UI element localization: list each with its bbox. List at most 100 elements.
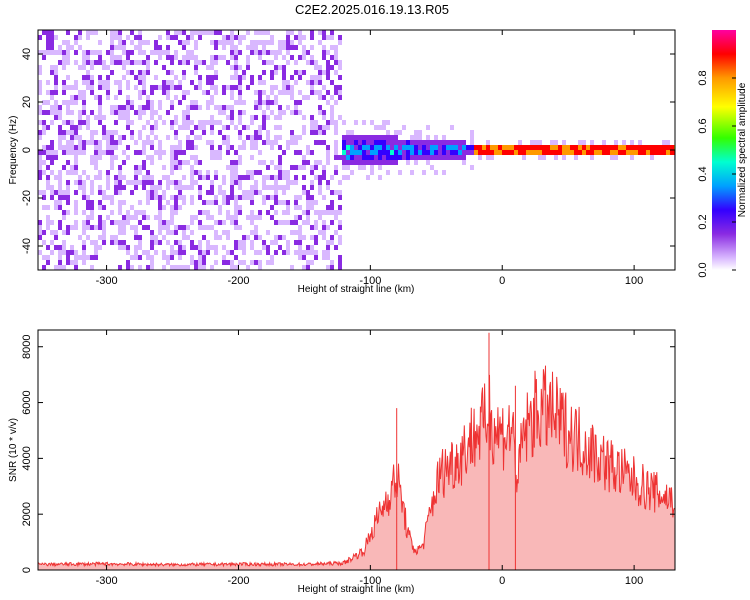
spectrogram-cell — [86, 175, 90, 180]
spectrogram-cell — [338, 35, 342, 40]
spectrogram-cell — [110, 60, 114, 65]
spectrogram-cell — [134, 105, 138, 110]
spectrogram-cell — [130, 95, 134, 100]
spectrogram-cell — [150, 40, 154, 45]
colorbar-tick-label: 0.4 — [697, 166, 709, 181]
spectrogram-cell — [506, 150, 510, 155]
spectrogram-cell — [82, 245, 86, 250]
spectrogram-cell — [226, 45, 230, 50]
spectrogram-cell — [422, 150, 426, 155]
spectrogram-cell — [270, 45, 274, 50]
spectrogram-cell — [306, 65, 310, 70]
spectrogram-cell — [162, 195, 166, 200]
spectrogram-cell — [190, 220, 194, 225]
spectrogram-cell — [462, 145, 466, 150]
spectrogram-cell — [106, 255, 110, 260]
spectrogram-cell — [174, 185, 178, 190]
spectrogram-cell — [98, 35, 102, 40]
spectrogram-cell — [274, 180, 278, 185]
spectrogram-cell — [78, 255, 82, 260]
spectrogram-cell — [318, 150, 322, 155]
spectrogram-cell — [150, 145, 154, 150]
spectrogram-cell — [66, 160, 70, 165]
spectrogram-cell — [258, 235, 262, 240]
spectrogram-cell — [238, 95, 242, 100]
spectrogram-cell — [226, 195, 230, 200]
spectrogram-cell — [382, 120, 386, 125]
spectrogram-cell — [66, 210, 70, 215]
spectrogram-cell — [78, 120, 82, 125]
snr-x-axis-label: Height of straight line (km) — [298, 584, 415, 595]
spectrogram-cell — [142, 150, 146, 155]
spectrogram-cell — [150, 215, 154, 220]
spectrogram-cell — [290, 70, 294, 75]
spectrogram-cell — [114, 30, 118, 35]
spectrogram-cell — [246, 65, 250, 70]
spectrogram-cell — [190, 255, 194, 260]
snr-y-axis-label: SNR (10 * v/v) — [8, 418, 19, 482]
spectrogram-cell — [242, 150, 246, 155]
spectrogram-cell — [330, 210, 334, 215]
spectrogram-cell — [50, 185, 54, 190]
spectrogram-cell — [226, 95, 230, 100]
spectrogram-cell — [286, 60, 290, 65]
spectrogram-cell — [82, 140, 86, 145]
spectrogram-cell — [318, 210, 322, 215]
spectrogram-cell — [78, 30, 82, 35]
spectrogram-cell — [38, 175, 42, 180]
spectrogram-cell — [266, 95, 270, 100]
spectrogram-cell — [274, 105, 278, 110]
spectrogram-cell — [290, 110, 294, 115]
spectrogram-cell — [314, 190, 318, 195]
spectrogram-cell — [394, 155, 398, 160]
spectrogram-cell — [102, 225, 106, 230]
spectrogram-cell — [270, 85, 274, 90]
spectrogram-cell — [238, 110, 242, 115]
spectrogram-cell — [118, 70, 122, 75]
spectrogram-cell — [62, 150, 66, 155]
spectrogram-cell — [162, 220, 166, 225]
spectrogram-cell — [382, 150, 386, 155]
spectrogram-cell — [134, 180, 138, 185]
spectrogram-cell — [150, 200, 154, 205]
spectrogram-cell — [234, 145, 238, 150]
spectrogram-cell — [150, 60, 154, 65]
spectrogram-cell — [126, 140, 130, 145]
spectrogram-cell — [138, 110, 142, 115]
spectrogram-cell — [322, 35, 326, 40]
spectrogram-cell — [114, 60, 118, 65]
spectrogram-cell — [154, 190, 158, 195]
spectrogram-cell — [306, 195, 310, 200]
spectrogram-cell — [166, 45, 170, 50]
spectrogram-cell — [398, 150, 402, 155]
spectrogram-cell — [94, 205, 98, 210]
spectrogram-cell — [214, 250, 218, 255]
spectrogram-cell — [318, 55, 322, 60]
spectrogram-cell — [114, 235, 118, 240]
spectrogram-cell — [270, 100, 274, 105]
spectrogram-cell — [38, 150, 42, 155]
spectrogram-cell — [214, 170, 218, 175]
spectrogram-cell — [198, 225, 202, 230]
spectrogram-cell — [314, 255, 318, 260]
spectrogram-cell — [298, 250, 302, 255]
spectrogram-cell — [246, 170, 250, 175]
spectrogram-cell — [54, 150, 58, 155]
spectrogram-cell — [70, 55, 74, 60]
spectrogram-cell — [158, 95, 162, 100]
spectrogram-cell — [226, 265, 230, 270]
spectrogram-cell — [158, 220, 162, 225]
spectrogram-cell — [126, 80, 130, 85]
spectrogram-cell — [334, 160, 338, 165]
spectrogram-cell — [78, 125, 82, 130]
spectrogram-cell — [254, 150, 258, 155]
spectrogram-cell — [186, 225, 190, 230]
spectrogram-cell — [62, 120, 66, 125]
spectrogram-cell — [110, 105, 114, 110]
spectrogram-cell — [178, 165, 182, 170]
spectrogram-cell — [302, 225, 306, 230]
spectrogram-cell — [226, 210, 230, 215]
spectrogram-cell — [42, 115, 46, 120]
spectrogram-cell — [230, 185, 234, 190]
spectrogram-cell — [94, 90, 98, 95]
